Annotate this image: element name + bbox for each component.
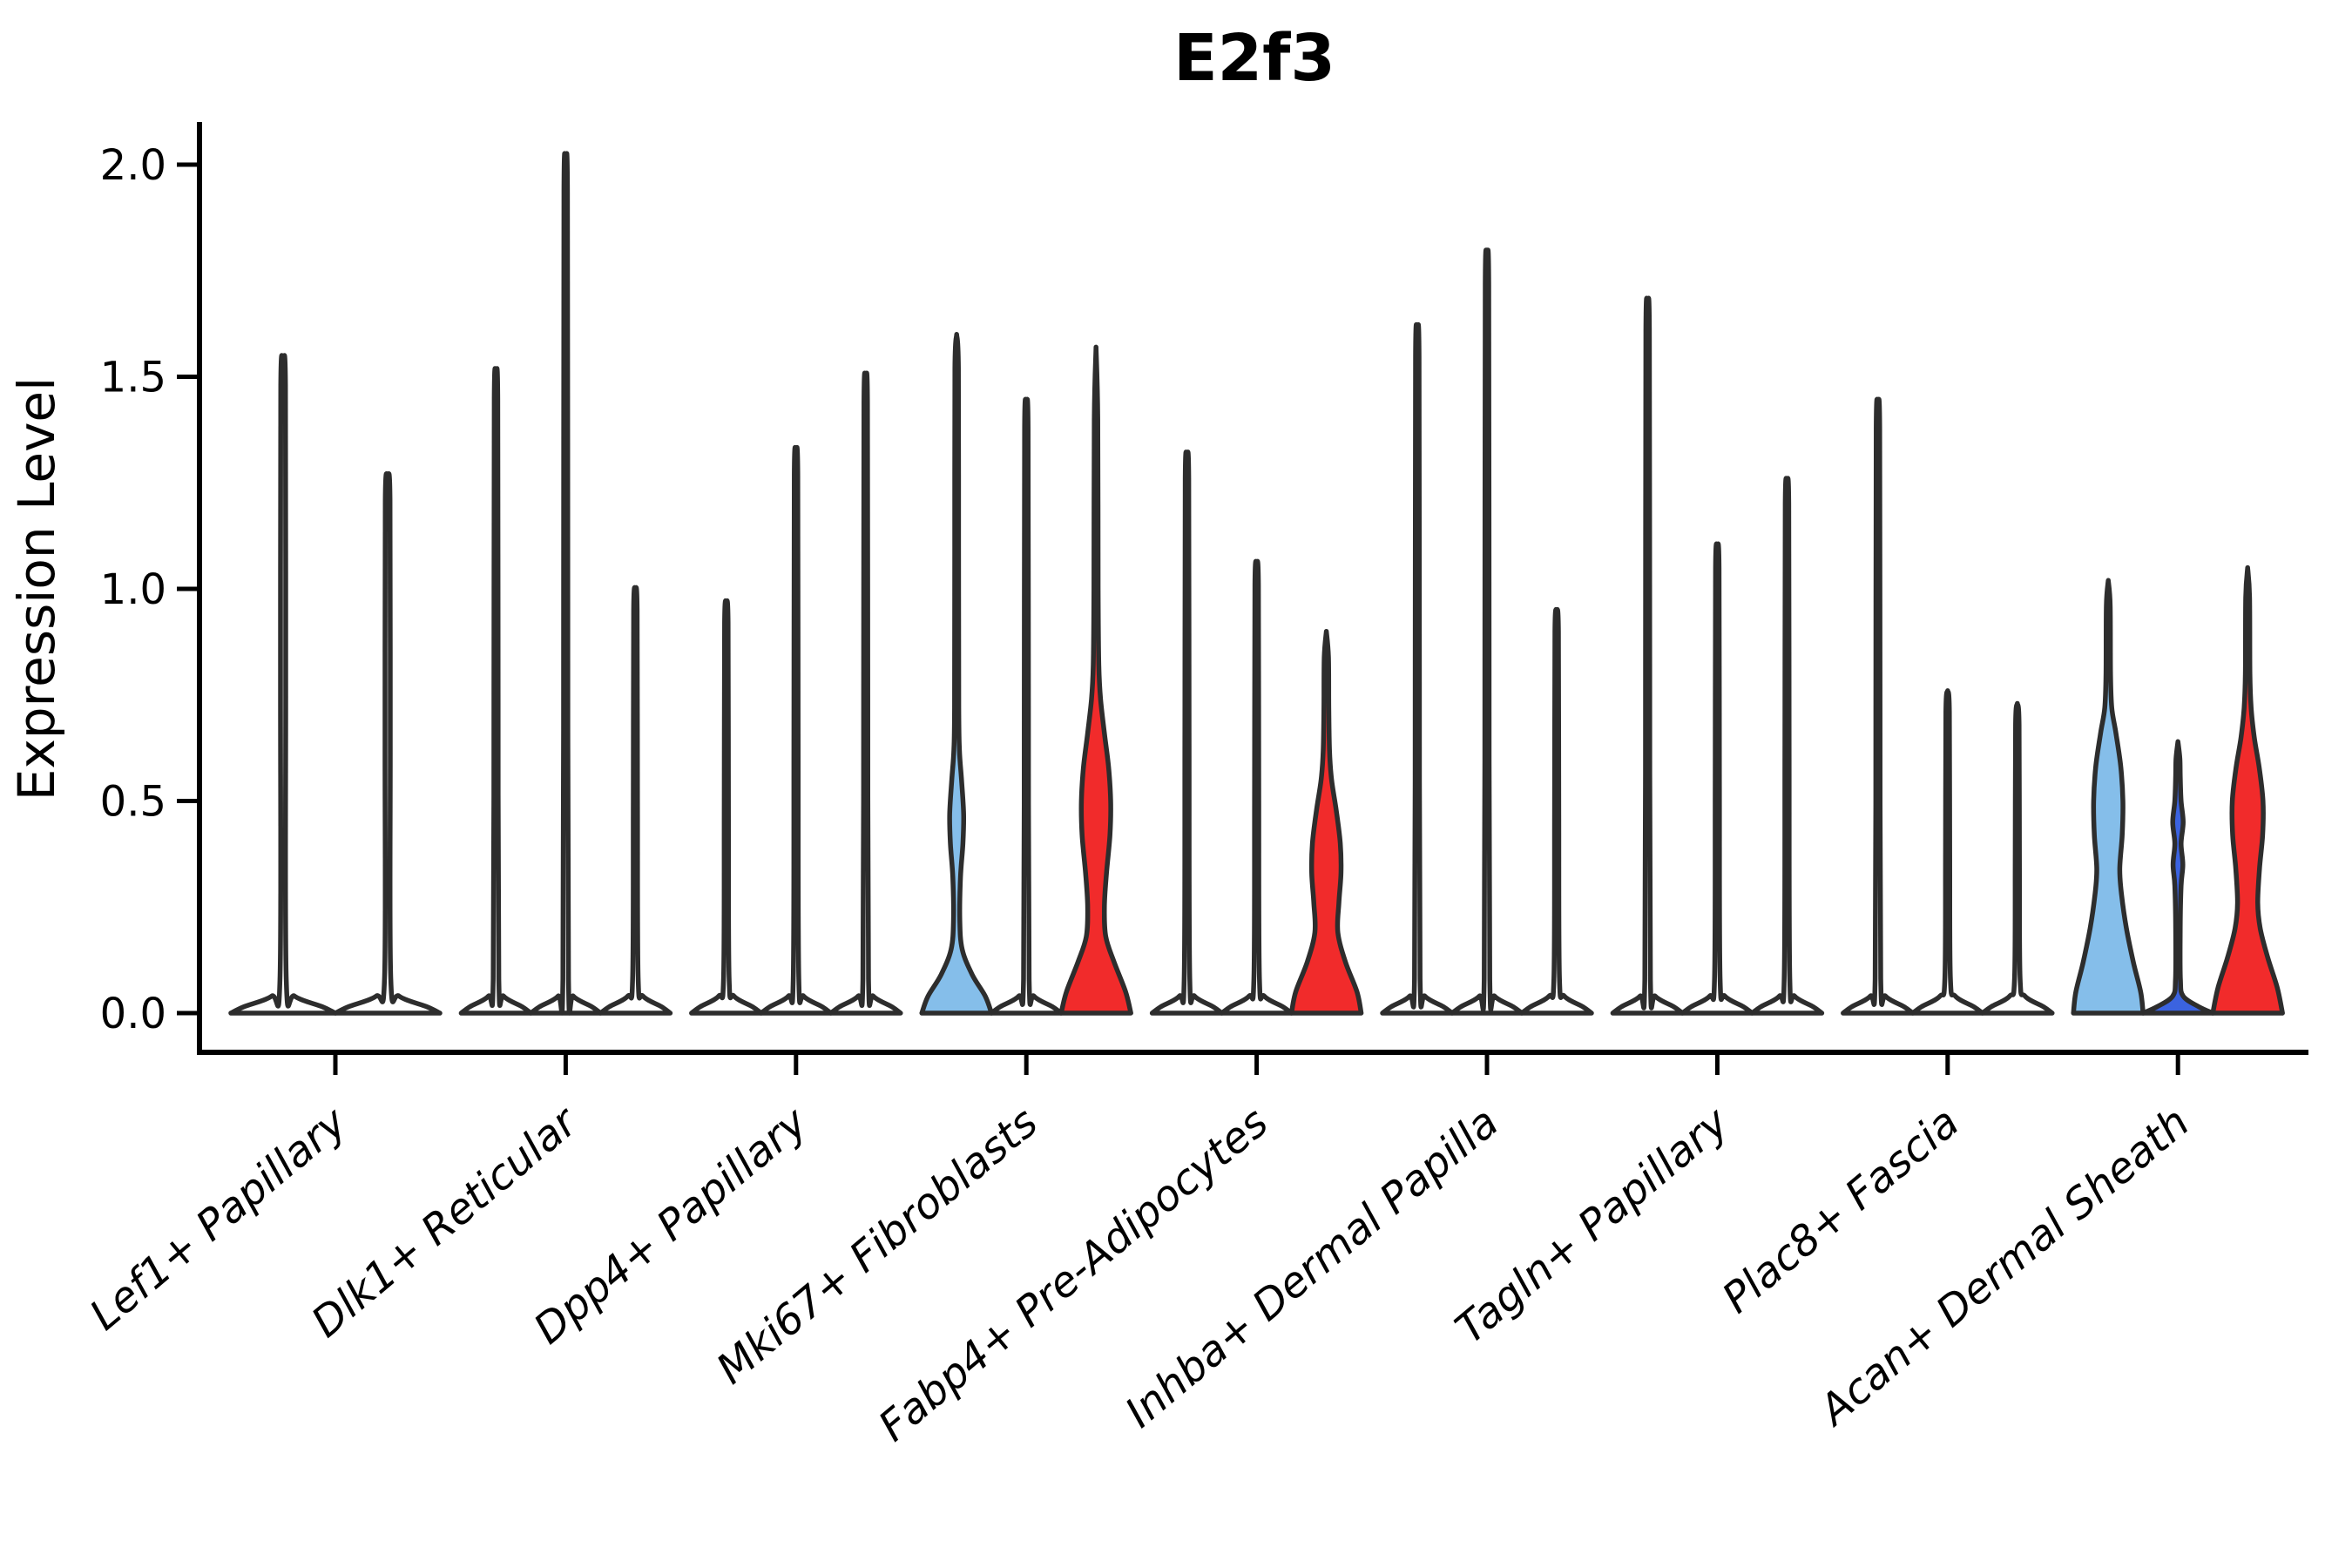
violin-lef1-papillary-0 [228, 353, 338, 1016]
violin-inhba-dermal-papilla-0 [1380, 321, 1455, 1016]
violin-dlk1-reticular-2 [598, 585, 673, 1016]
violin-mki67-fibroblasts-1 [989, 396, 1064, 1016]
violin-plac8-fascia-1 [1910, 688, 1985, 1016]
violin-dpp4-papillary-1 [759, 445, 834, 1016]
y-tick-label: 0.5 [100, 778, 166, 827]
y-tick-label: 0.0 [100, 990, 166, 1038]
violin-plac8-fascia-2 [1980, 700, 2055, 1016]
x-tick-label: Inhba+ Dermal Papilla [1116, 1098, 1507, 1437]
violin-mki67-fibroblasts-0 [919, 332, 994, 1016]
y-axis-ticks: 0.0 0.5 1.0 1.5 2.0 [100, 141, 199, 1038]
x-tick-label: Plac8+ Fascia [1713, 1098, 1969, 1322]
violin-dpp4-papillary-2 [828, 370, 903, 1016]
violin-inhba-dermal-papilla-2 [1519, 607, 1594, 1016]
violin-mki67-fibroblasts-2 [1058, 344, 1133, 1016]
violin-plac8-fascia-0 [1841, 396, 1916, 1016]
violin-fabp4-pre-adipocytes-2 [1288, 628, 1364, 1016]
violin-fabp4-pre-adipocytes-1 [1219, 558, 1294, 1016]
violin-dpp4-papillary-0 [689, 598, 764, 1016]
y-axis-label: Expression Level [7, 377, 66, 801]
violin-tagln-papillary-0 [1610, 295, 1686, 1016]
x-tick-label: Acan+ Dermal Sheath [1808, 1098, 2199, 1436]
x-tick-label: Fabp4+ Pre-Adipocytes [869, 1098, 1277, 1451]
y-tick-label: 1.0 [100, 565, 166, 614]
violins-layer [228, 151, 2285, 1016]
violin-fabp4-pre-adipocytes-0 [1149, 449, 1225, 1016]
violin-acan-dermal-sheath-1 [2140, 739, 2215, 1016]
violin-acan-dermal-sheath-0 [2071, 578, 2146, 1016]
violin-tagln-papillary-1 [1680, 541, 1755, 1016]
violin-dlk1-reticular-1 [528, 151, 604, 1016]
violin-tagln-papillary-2 [1749, 476, 1825, 1016]
y-tick-label: 1.5 [100, 354, 166, 402]
violin-dlk1-reticular-0 [458, 366, 534, 1016]
y-tick-label: 2.0 [100, 141, 166, 190]
plot-title: E2f3 [1173, 21, 1335, 96]
violin-inhba-dermal-papilla-1 [1450, 247, 1524, 1016]
violin-lef1-papillary-1 [333, 471, 443, 1016]
violin-acan-dermal-sheath-2 [2210, 564, 2285, 1016]
